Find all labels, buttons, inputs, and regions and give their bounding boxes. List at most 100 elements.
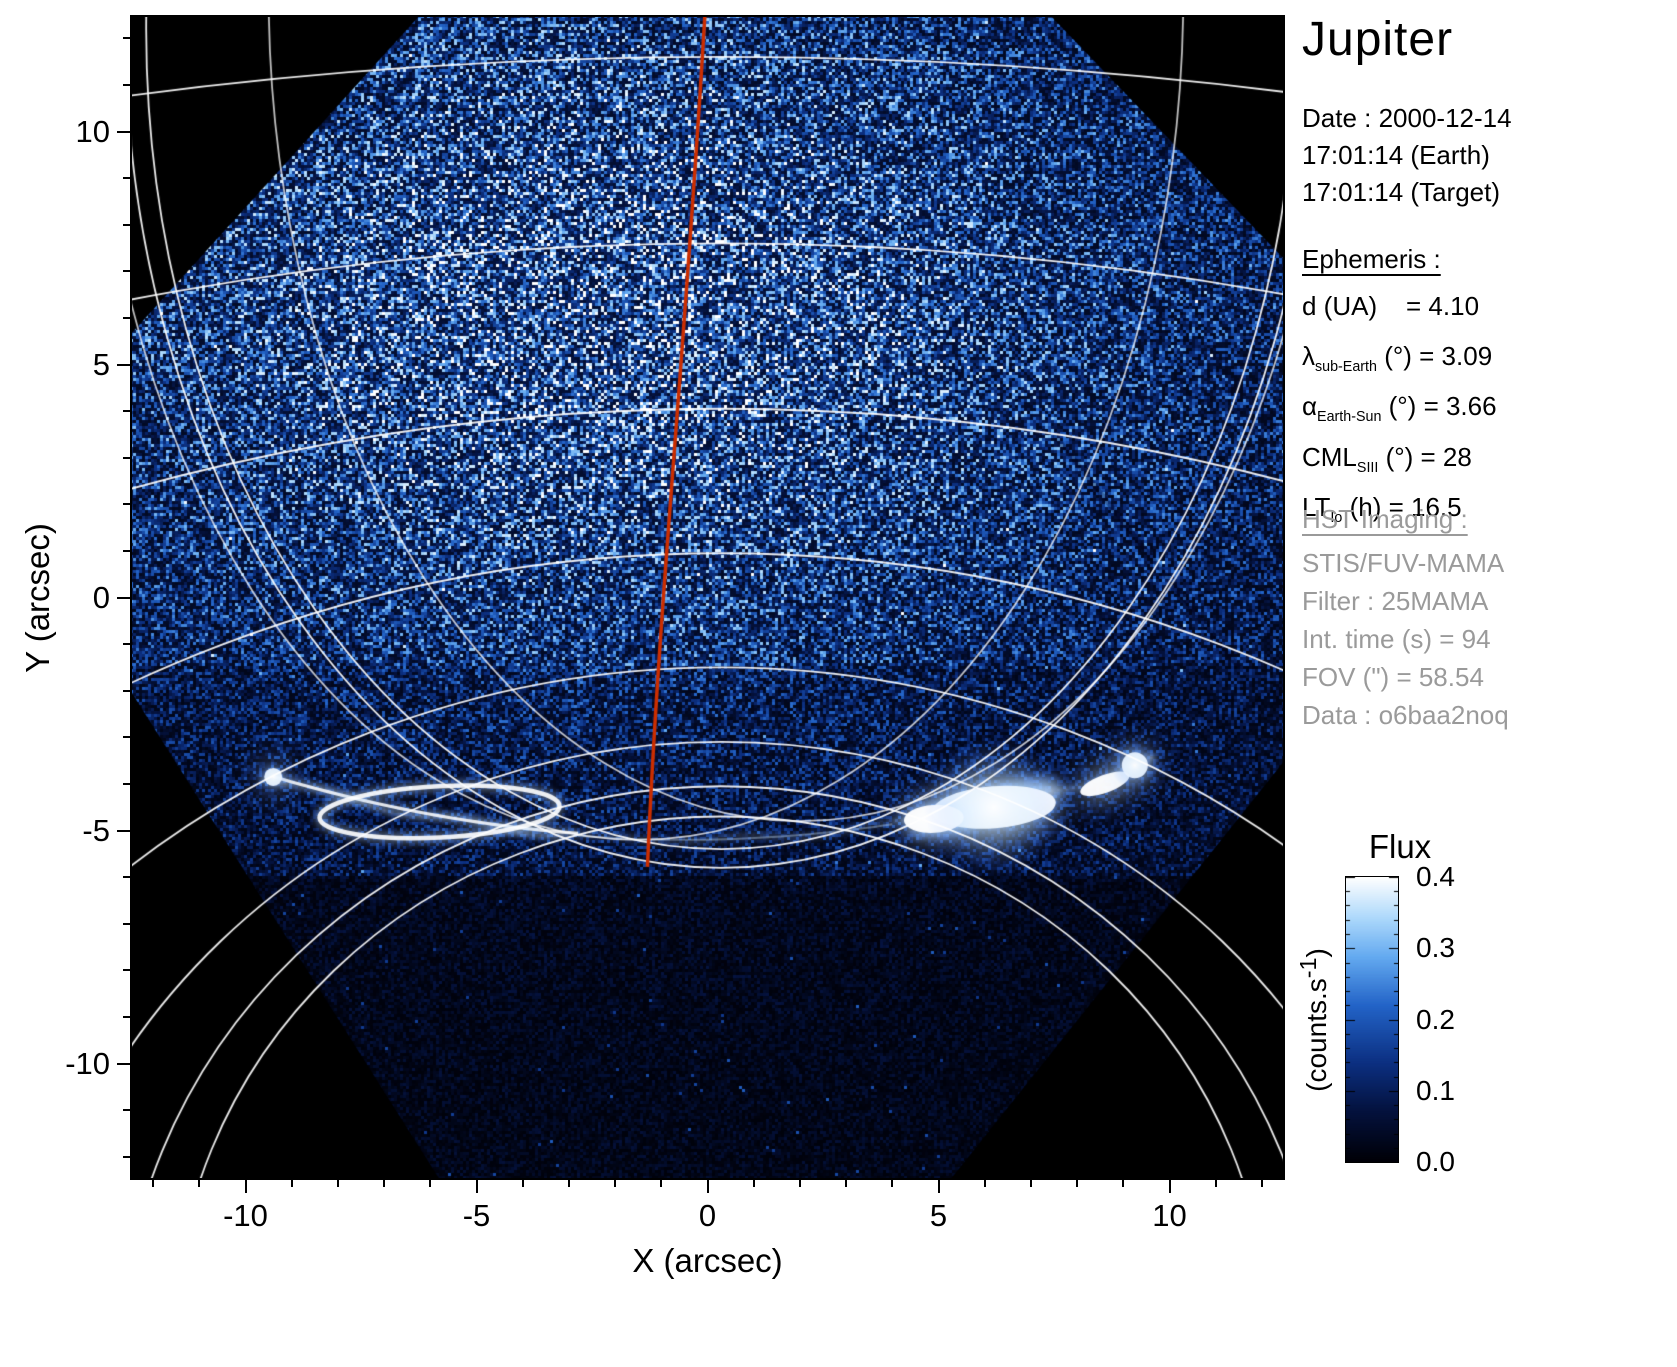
x-tick-label: 10 <box>1152 1198 1187 1233</box>
datetime-block: Date : 2000-12-14 17:01:14 (Earth) 17:01… <box>1302 100 1512 211</box>
x-tick-label: -10 <box>223 1198 268 1233</box>
y-axis-tick <box>123 1015 130 1018</box>
ephemeris-line-distance: d (UA) = 4.10 <box>1302 287 1497 337</box>
y-axis-label: Y (arcsec) <box>19 522 56 673</box>
jupiter-fuv-image-canvas <box>130 15 1285 1180</box>
y-axis-tick <box>123 177 130 180</box>
colorbar <box>1345 876 1399 1163</box>
x-axis-tick <box>429 1180 432 1187</box>
y-tick-label: -5 <box>82 812 110 848</box>
x-axis-tick <box>1029 1180 1032 1187</box>
y-axis-tick <box>123 1155 130 1158</box>
x-axis-tick <box>1260 1180 1263 1187</box>
ephemeris-line-cml: CMLSIII (°) = 28 <box>1302 438 1497 488</box>
earth-time-line: 17:01:14 (Earth) <box>1302 140 1490 170</box>
eph-subscript: sub-Earth <box>1315 359 1377 376</box>
x-axis-tick <box>1122 1180 1125 1187</box>
unit-text: (counts.s <box>1301 978 1333 1092</box>
ephemeris-line-io-localtime: LTIo (h) = 16.5 <box>1302 488 1497 538</box>
eph-value: = 4.10 <box>1377 291 1480 321</box>
y-axis-tick <box>123 689 130 692</box>
y-axis-tick <box>123 736 130 739</box>
x-axis-tick <box>198 1180 201 1187</box>
eph-subscript: Earth-Sun <box>1317 409 1382 426</box>
hst-dataset-line: Data : o6baa2noq <box>1302 700 1509 730</box>
x-axis-tick <box>475 1180 478 1193</box>
x-axis-tick <box>1168 1180 1171 1193</box>
x-axis-tick <box>706 1180 709 1193</box>
x-tick-label: -5 <box>462 1198 491 1233</box>
y-axis-tick <box>123 410 130 413</box>
x-tick-label: 0 <box>698 1198 717 1233</box>
x-axis-tick <box>983 1180 986 1187</box>
x-axis-tick <box>614 1180 617 1187</box>
y-tick-label: 5 <box>92 346 110 382</box>
x-axis-tick <box>1214 1180 1217 1187</box>
eph-symbol: λ <box>1302 341 1315 372</box>
ephemeris-line-subearth-lat: λsub-Earth (°) = 3.09 <box>1302 337 1497 387</box>
eph-symbol: LT <box>1302 491 1331 522</box>
y-axis-tick <box>123 782 130 785</box>
y-axis-tick <box>117 596 130 599</box>
unit-exponent: -1 <box>1294 957 1321 979</box>
x-axis-tick <box>383 1180 386 1187</box>
y-axis-tick <box>123 456 130 459</box>
ephemeris-block: Ephemeris : d (UA) = 4.10 λsub-Earth (°)… <box>1302 240 1497 538</box>
hst-imaging-heading: HST Imaging : <box>1302 504 1468 534</box>
eph-value: (°) = 3.66 <box>1381 391 1497 422</box>
colorbar-tick-label: 0.4 <box>1416 861 1455 892</box>
y-axis-tick <box>123 503 130 506</box>
colorbar-gradient <box>1346 877 1398 1162</box>
ephemeris-line-phase-angle: αEarth-Sun (°) = 3.66 <box>1302 387 1497 437</box>
y-tick-label: 10 <box>75 113 110 149</box>
eph-symbol: α <box>1302 391 1318 422</box>
eph-value: (°) = 3.09 <box>1376 341 1493 372</box>
y-axis-tick <box>123 922 130 925</box>
hst-filter-line: Filter : 25MAMA <box>1302 586 1489 616</box>
info-panel: Jupiter Date : 2000-12-14 17:01:14 (Eart… <box>1295 0 1677 1367</box>
y-axis-tick <box>123 969 130 972</box>
hst-inttime-line: Int. time (s) = 94 <box>1302 624 1491 654</box>
x-tick-label: 5 <box>929 1198 948 1233</box>
x-axis-tick <box>798 1180 801 1187</box>
main-plot: X (arcsec) Y (arcsec) -10 -5 0 5 10 -10 -5 0 5 10 <box>19 15 1285 1279</box>
colorbar-title: Flux <box>1368 828 1432 865</box>
y-axis-tick <box>117 1062 130 1065</box>
x-axis-tick <box>290 1180 293 1187</box>
eph-value: (h) = 16.5 <box>1342 491 1462 522</box>
x-axis-tick <box>244 1180 247 1193</box>
eph-symbol: d (UA) <box>1302 291 1378 321</box>
y-axis-tick <box>123 270 130 273</box>
y-axis-tick <box>123 316 130 319</box>
hst-fov-line: FOV (") = 58.54 <box>1302 662 1484 692</box>
y-axis-tick <box>117 130 130 133</box>
date-line: Date : 2000-12-14 <box>1302 103 1512 133</box>
y-axis-tick <box>123 223 130 226</box>
colorbar-tick-label: 0.3 <box>1416 932 1455 964</box>
x-axis-tick <box>660 1180 663 1187</box>
x-axis-tick <box>891 1180 894 1187</box>
x-axis-tick <box>752 1180 755 1187</box>
y-axis-tick <box>123 37 130 40</box>
hst-instrument-line: STIS/FUV-MAMA <box>1302 548 1505 578</box>
x-axis-tick <box>1076 1180 1079 1187</box>
colorbar-tick-label: 0.1 <box>1416 1074 1455 1106</box>
y-axis-tick <box>123 876 130 879</box>
x-axis-tick <box>567 1180 570 1187</box>
y-axis-tick <box>123 549 130 552</box>
x-axis-tick <box>152 1180 155 1187</box>
colorbar-tick-label: 0.2 <box>1416 1003 1455 1035</box>
figure-title: Jupiter <box>1302 13 1454 66</box>
y-tick-label: 0 <box>92 579 110 615</box>
target-time-line: 17:01:14 (Target) <box>1302 177 1501 207</box>
y-tick-label: -10 <box>65 1045 110 1081</box>
x-axis-tick <box>845 1180 848 1187</box>
y-axis-tick <box>117 363 130 366</box>
hst-imaging-block: HST Imaging : STIS/FUV-MAMA Filter : 25M… <box>1302 500 1509 734</box>
y-axis-tick <box>123 83 130 86</box>
y-axis-tick <box>123 643 130 646</box>
y-axis-tick <box>123 1109 130 1112</box>
unit-text: ) <box>1301 948 1333 958</box>
eph-symbol: CML <box>1302 441 1357 472</box>
